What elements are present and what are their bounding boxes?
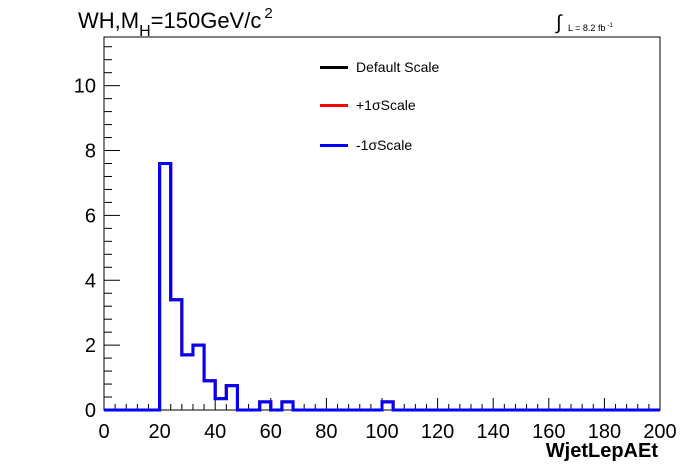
- luminosity-value: L = 8.2 fb: [568, 23, 606, 33]
- histogram-series-0: [104, 161, 660, 412]
- legend-label-minus1sigma: -1σScale: [356, 137, 413, 153]
- title-superscript: 2: [264, 5, 273, 22]
- legend-swatch-plus1sigma: [320, 103, 348, 107]
- legend-entry-default: Default Scale: [320, 58, 439, 76]
- y-tick-label: 0: [85, 400, 96, 422]
- x-tick-label: 80: [315, 421, 337, 443]
- chart-title: WH,MH=150GeV/c 2: [78, 5, 273, 40]
- x-tick-label: 60: [260, 421, 282, 443]
- x-tick-label: 40: [204, 421, 226, 443]
- x-tick-label: 100: [365, 421, 398, 443]
- legend-entry-plus1sigma: +1σScale: [320, 96, 416, 114]
- legend-swatch-default: [320, 65, 348, 69]
- integral-symbol: ∫: [556, 12, 562, 34]
- luminosity-unit-exponent: -1: [607, 23, 613, 29]
- y-tick-label: 6: [85, 205, 96, 227]
- title-subscript: H: [139, 23, 151, 40]
- x-tick-label: 200: [643, 421, 676, 443]
- histogram-series-1: [104, 161, 660, 412]
- x-tick-label: 0: [98, 421, 109, 443]
- x-tick-label: 160: [532, 421, 565, 443]
- y-tick-label: 10: [74, 76, 96, 98]
- x-axis-label: WjetLepAEt: [545, 440, 658, 462]
- y-tick-label: 2: [85, 335, 96, 357]
- legend-swatch-minus1sigma: [320, 143, 348, 147]
- legend-label-default: Default Scale: [356, 59, 440, 75]
- x-tick-label: 20: [148, 421, 170, 443]
- title-rest-text: =150GeV/c: [150, 8, 262, 33]
- y-tick-label: 4: [85, 270, 96, 292]
- y-tick-label: 8: [85, 141, 96, 163]
- title-main-text: WH,M: [78, 8, 140, 33]
- legend-label-plus1sigma: +1σScale: [356, 97, 416, 113]
- x-tick-label: 120: [421, 421, 454, 443]
- x-tick-label: 180: [588, 421, 621, 443]
- legend-entry-minus1sigma: -1σScale: [320, 136, 412, 154]
- histogram-series-2: [104, 161, 660, 412]
- luminosity-text: L = 8.2 fb -1: [568, 23, 613, 33]
- x-tick-label: 140: [477, 421, 510, 443]
